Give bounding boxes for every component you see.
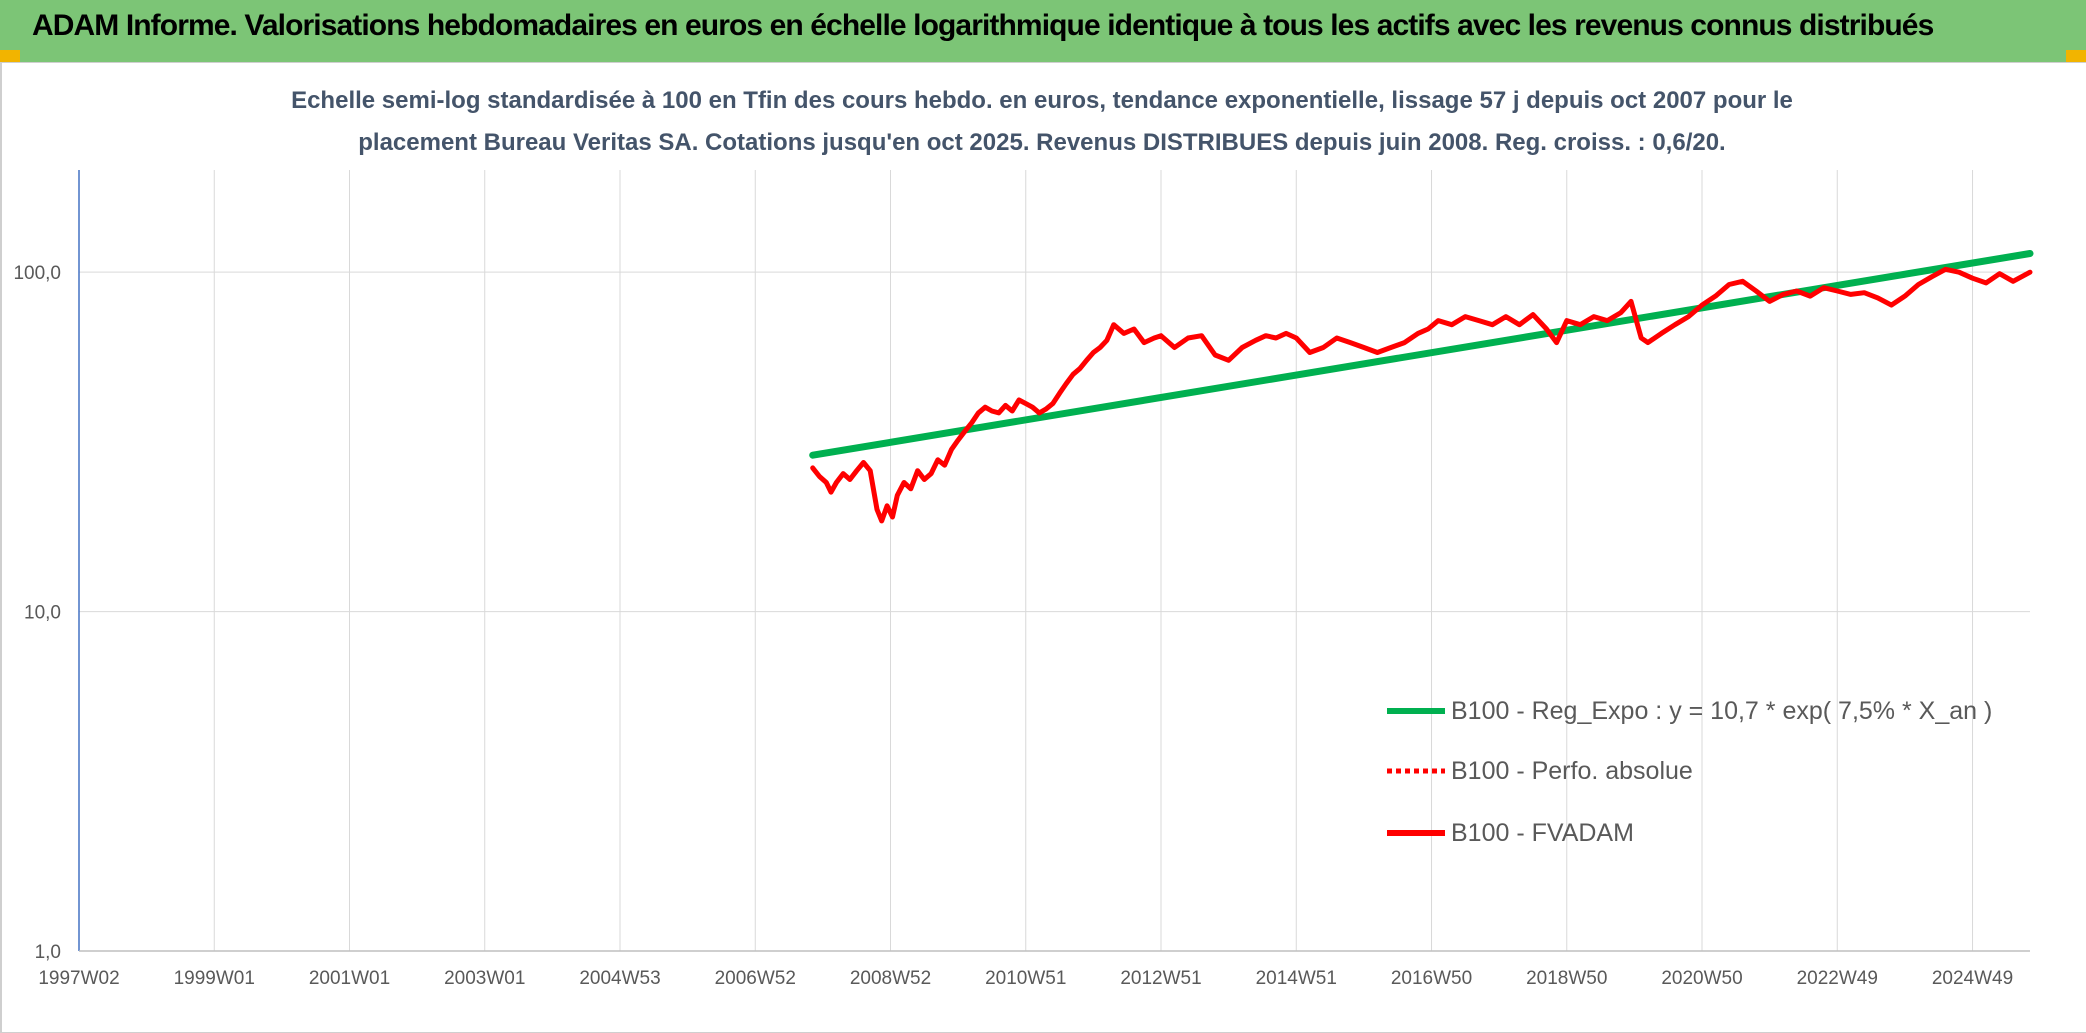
y-axis: 1,0 10,0 100,0 (13, 263, 61, 963)
legend-label-perfo-absolue: B100 - Perfo. absolue (1451, 757, 1693, 785)
legend-label-reg-expo: B100 - Reg_Expo : y = 10,7 * exp( 7,5% *… (1451, 697, 1992, 725)
x-tick-label: 2004W53 (579, 968, 660, 989)
x-tick-label: 2003W01 (444, 968, 525, 989)
legend-item-fvadam: B100 - FVADAM (1387, 819, 1634, 847)
legend: B100 - Reg_Expo : y = 10,7 * exp( 7,5% *… (1387, 697, 1992, 847)
corner-marker-left (0, 50, 20, 62)
x-tick-label: 1999W01 (174, 968, 255, 989)
x-tick-label: 2010W51 (985, 968, 1066, 989)
report-title: ADAM Informe. Valorisations hebdomadaire… (32, 9, 1934, 42)
x-tick-label: 2018W50 (1526, 968, 1607, 989)
x-axis: 1997W02 1999W01 2001W01 2003W01 2004W53 2006W… (38, 968, 2013, 989)
series-fvadam-line (810, 266, 2033, 524)
legend-label-fvadam: B100 - FVADAM (1451, 819, 1634, 847)
report-banner: ADAM Informe. Valorisations hebdomadaire… (0, 0, 2086, 62)
chart-title-line-2: placement Bureau Veritas SA. Cotations j… (358, 129, 1725, 156)
y-tick-label: 10,0 (24, 603, 61, 624)
plot-series (809, 250, 2034, 524)
series-reg-expo-line (809, 250, 2034, 459)
chart-svg: Echelle semi-log standardisée à 100 en T… (13, 87, 2034, 989)
y-tick-label: 1,0 (35, 942, 61, 963)
corner-marker-right (2066, 50, 2086, 62)
chart-area: Echelle semi-log standardisée à 100 en T… (0, 62, 2086, 1033)
x-tick-label: 2022W49 (1797, 968, 1878, 989)
legend-item-reg-expo: B100 - Reg_Expo : y = 10,7 * exp( 7,5% *… (1387, 697, 1992, 725)
x-tick-label: 2024W49 (1932, 968, 2013, 989)
legend-item-perfo-absolue: B100 - Perfo. absolue (1387, 757, 1693, 785)
x-tick-label: 2012W51 (1120, 968, 1201, 989)
y-tick-label: 100,0 (13, 263, 61, 284)
x-tick-label: 2020W50 (1661, 968, 1742, 989)
x-tick-label: 2016W50 (1391, 968, 1472, 989)
chart-title-line-1: Echelle semi-log standardisée à 100 en T… (291, 87, 1793, 114)
x-tick-label: 2014W51 (1256, 968, 1337, 989)
x-tick-label: 1997W02 (38, 968, 119, 989)
vertical-gridlines (213, 170, 1974, 951)
x-tick-label: 2001W01 (309, 968, 390, 989)
horizontal-gridlines (79, 271, 2030, 952)
x-tick-label: 2006W52 (715, 968, 796, 989)
x-tick-label: 2008W52 (850, 968, 931, 989)
